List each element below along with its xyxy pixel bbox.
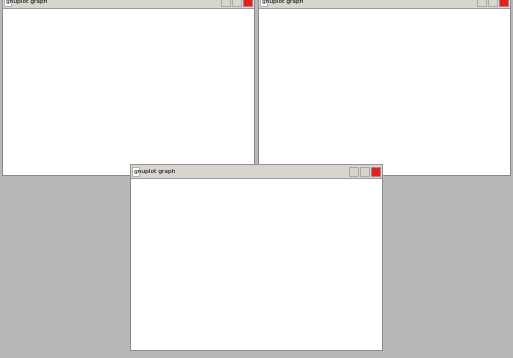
Title: Petiol Mass: Petiol Mass [374, 19, 437, 29]
Text: gnuplot graph: gnuplot graph [262, 0, 304, 4]
X-axis label: Growth cycle: Growth cycle [244, 338, 308, 348]
Text: gnuplot graph: gnuplot graph [134, 169, 175, 174]
Text: gnuplot graph: gnuplot graph [6, 0, 48, 4]
Title: Blade Mass: Blade Mass [118, 19, 181, 29]
Title: Root Mass: Root Mass [248, 184, 305, 194]
X-axis label: Metamer rank: Metamer rank [371, 163, 440, 173]
Y-axis label: Petiol mass (in g): Petiol mass (in g) [277, 46, 287, 131]
Y-axis label: Blade mass (in g): Blade mass (in g) [21, 45, 31, 131]
X-axis label: Metamer rank: Metamer rank [115, 163, 184, 173]
Y-axis label: Root mass (in g): Root mass (in g) [146, 219, 156, 299]
